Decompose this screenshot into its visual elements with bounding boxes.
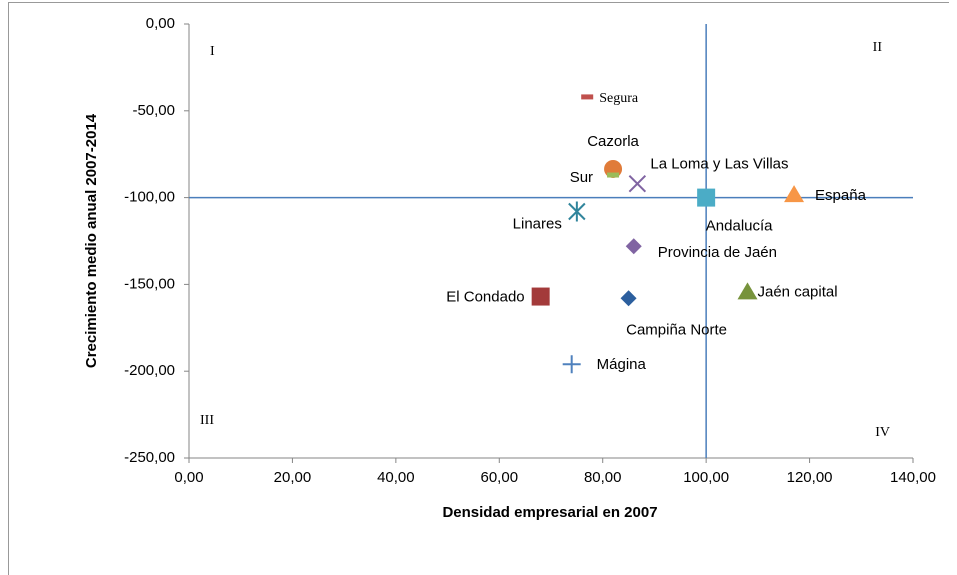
x-tick-label: 140,00	[890, 469, 936, 486]
point-label: España	[815, 187, 867, 204]
y-tick-label: -150,00	[124, 275, 175, 292]
x-axis-label: Densidad empresarial en 2007	[442, 504, 657, 521]
point-label: El Condado	[446, 289, 524, 306]
x-tick-label: 80,00	[584, 469, 622, 486]
x-tick-label: 40,00	[377, 469, 415, 486]
x-tick-label: 120,00	[787, 469, 833, 486]
data-point	[737, 282, 758, 300]
point-label: Jaén capital	[758, 283, 838, 300]
point-label: Campiña Norte	[626, 321, 727, 338]
y-tick-label: -200,00	[124, 362, 175, 379]
y-tick-label: -250,00	[124, 449, 175, 466]
point-label: Segura	[599, 91, 639, 106]
x-tick-label: 0,00	[174, 469, 203, 486]
quadrant-label: II	[873, 40, 883, 55]
point-label: Sur	[570, 169, 593, 186]
x-tick-label: 60,00	[481, 469, 519, 486]
data-point	[625, 238, 642, 255]
data-point	[784, 185, 805, 203]
chart-frame	[8, 2, 949, 575]
point-label: Mágina	[597, 356, 647, 373]
data-point	[620, 290, 637, 307]
data-point	[531, 287, 550, 306]
point-label: Andalucía	[706, 218, 773, 235]
data-point	[581, 94, 594, 100]
quadrant-label: IV	[875, 425, 890, 440]
y-tick-label: -100,00	[124, 189, 175, 206]
data-point	[607, 172, 620, 178]
data-point	[568, 201, 586, 222]
point-label: Cazorla	[587, 133, 639, 150]
data-point	[697, 188, 716, 207]
quadrant-label: III	[200, 413, 214, 428]
data-point	[628, 175, 647, 193]
y-tick-label: 0,00	[146, 15, 175, 32]
y-tick-label: -50,00	[132, 102, 175, 119]
point-label: Provincia de Jaén	[658, 244, 777, 261]
y-axis-label: Crecimiento medio anual 2007-2014	[83, 113, 100, 368]
x-tick-label: 20,00	[274, 469, 312, 486]
point-label: Linares	[513, 215, 562, 232]
x-tick-label: 100,00	[683, 469, 729, 486]
point-label: La Loma y Las Villas	[650, 156, 788, 173]
data-point	[562, 355, 581, 374]
quadrant-label: I	[210, 44, 215, 59]
